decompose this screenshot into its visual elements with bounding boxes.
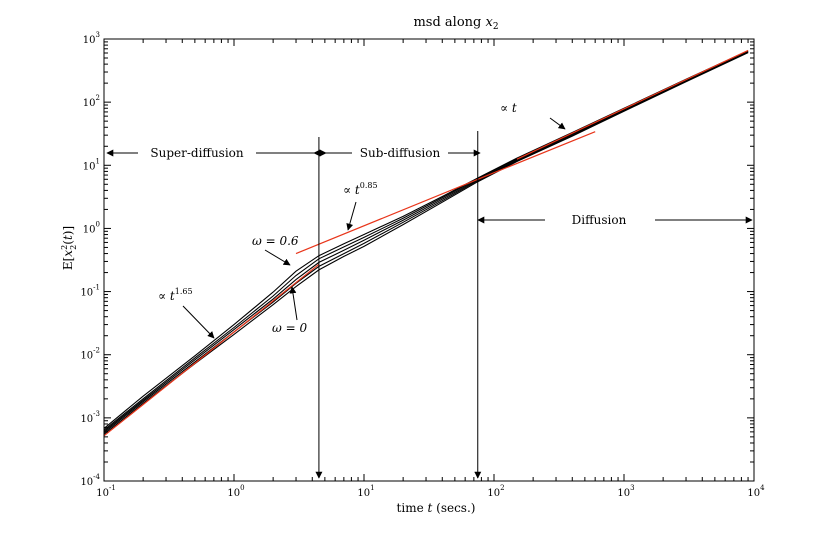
fit-line-3	[477, 131, 596, 180]
y-tick-label: 10-4	[80, 473, 100, 488]
chart-title: msd along x2	[413, 15, 498, 32]
x-tick-label: 101	[357, 484, 374, 499]
annotation-prop-t-165-base: ∝ t	[158, 289, 175, 303]
annotation-prop-t: ∝ t	[500, 101, 517, 115]
plot-frame	[103, 38, 755, 482]
prop-085-arrow	[346, 201, 357, 231]
series-line-2	[103, 51, 749, 434]
series-layer	[103, 50, 749, 435]
annotation-prop-t-085-exp: 0.85	[360, 181, 378, 190]
annotation-prop-t-085: ∝ t0.85	[343, 181, 378, 197]
annotation-omega-06: ω = 0.6	[252, 234, 299, 248]
prop-t-arrow	[549, 117, 566, 130]
fit-line-4	[516, 49, 749, 160]
annotation-prop-t-165-exp: 1.65	[175, 287, 193, 296]
fit-line-1	[103, 263, 320, 437]
y-tick-label: 102	[83, 94, 100, 109]
series-line-1	[103, 52, 749, 435]
annotation-super-diffusion: Super-diffusion	[150, 146, 244, 160]
y-tick-label: 10-3	[80, 410, 100, 425]
y-tick-label: 101	[83, 157, 100, 172]
y-tick-label: 10-1	[80, 284, 100, 299]
annotation-prop-t-165: ∝ t1.65	[158, 287, 193, 303]
x-tick-label: 103	[617, 484, 634, 499]
y-tick-label: 103	[83, 31, 100, 46]
series-line-5	[103, 50, 749, 429]
fit-layer	[103, 49, 749, 437]
annotation-omega-0: ω = 0	[272, 321, 307, 335]
vline-layer	[315, 131, 482, 479]
y-tick-label: 100	[83, 220, 100, 235]
x-tick-label: 10-1	[96, 484, 116, 499]
series-line-4	[103, 50, 749, 431]
y-tick-label: 10-2	[80, 347, 100, 362]
prop-165-arrow	[182, 305, 215, 339]
tick-layer: 10-1 100 101 102 103 104 10-4 10-3 10-2 10-1 100 10…	[80, 31, 765, 499]
x-tick-label: 102	[487, 484, 504, 499]
annotation-sub-diffusion: Sub-diffusion	[360, 146, 441, 160]
omega0-arrow	[289, 286, 298, 321]
x-tick-label: 100	[227, 484, 244, 499]
x-tick-label: 104	[747, 484, 765, 499]
series-line-3	[103, 51, 749, 432]
x-axis-label: time t (secs.)	[397, 501, 476, 515]
omega06-arrow	[264, 249, 291, 266]
annotation-arrows	[106, 117, 753, 339]
annotation-diffusion: Diffusion	[572, 213, 627, 227]
fit-line-2	[295, 178, 479, 255]
annotation-prop-t-085-base: ∝ t	[343, 183, 360, 197]
y-axis-label: E[x22(t)]	[60, 226, 78, 270]
